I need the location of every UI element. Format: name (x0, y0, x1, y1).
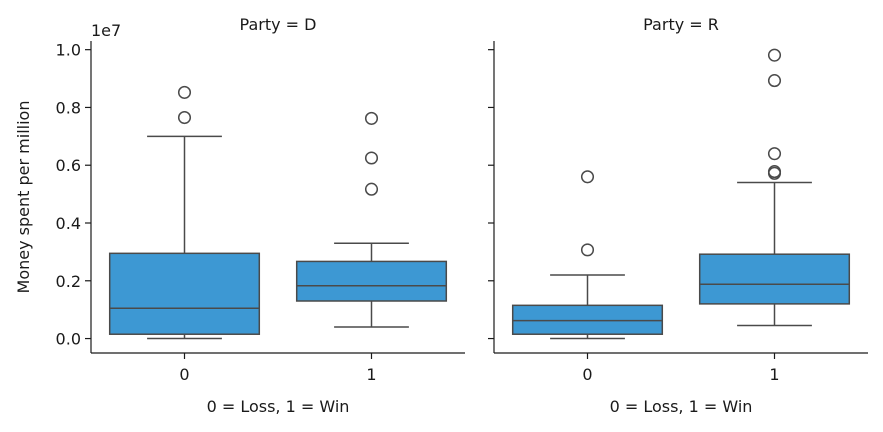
box-0-0 (108, 252, 261, 335)
outlier-0-1-1 (364, 151, 379, 165)
y-tick-label-4: 0.8 (56, 98, 81, 117)
y-tick-label-5: 1.0 (56, 41, 81, 60)
x-axis-label-0: 0 = Loss, 1 = Win (207, 397, 350, 416)
x-tick-label-0-0: 0 (179, 365, 189, 384)
outlier-0-0-0 (177, 111, 192, 125)
outlier-1-1-3 (767, 74, 782, 88)
outlier-0-1-2 (364, 111, 379, 125)
box-0-1 (295, 260, 448, 302)
y-tick-label-1: 0.2 (56, 272, 81, 291)
y-tick-label-2: 0.4 (56, 214, 81, 233)
y-tick-label-0: 0.0 (56, 330, 81, 349)
y-offset-label: 1e7 (91, 21, 121, 40)
box-1-0 (511, 304, 664, 335)
outlier-1-1-2 (767, 147, 782, 161)
panel-title-1: Party = R (643, 15, 719, 34)
y-axis-label: Money spent per million (14, 101, 33, 294)
outlier-0-1-0 (364, 182, 379, 196)
outlier-1-1-1 (767, 165, 782, 179)
x-tick-label-1-1: 1 (769, 365, 779, 384)
box-1-1 (698, 253, 851, 305)
y-tick-label-3: 0.6 (56, 156, 81, 175)
outlier-1-0-1 (580, 170, 595, 184)
x-tick-label-1-0: 0 (582, 365, 592, 384)
outlier-1-1-4 (767, 48, 782, 62)
panel-title-0: Party = D (240, 15, 317, 34)
outlier-1-0-0 (580, 243, 595, 257)
x-tick-label-0-1: 1 (366, 365, 376, 384)
outlier-0-0-1 (177, 85, 192, 99)
x-axis-label-1: 0 = Loss, 1 = Win (610, 397, 753, 416)
